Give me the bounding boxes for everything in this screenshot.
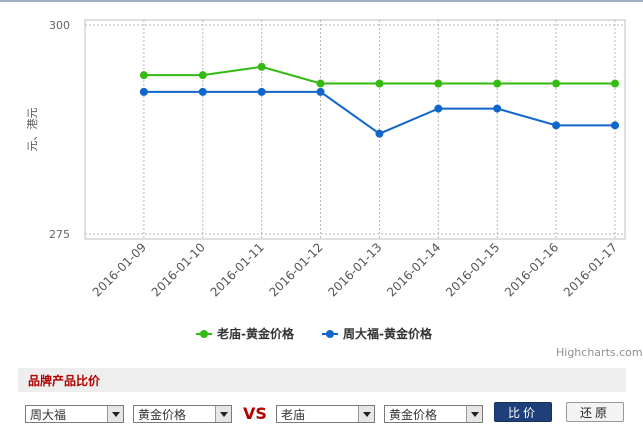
compare-button[interactable]: 比价 xyxy=(494,402,552,422)
product2-select-value: 黄金价格 xyxy=(389,408,438,422)
chevron-down-icon[interactable] xyxy=(466,406,482,422)
data-point xyxy=(139,87,148,96)
data-point xyxy=(611,79,619,88)
brand2-select[interactable]: 老庙 xyxy=(276,405,375,423)
y-tick-label: 275 xyxy=(49,228,70,241)
plot-area xyxy=(84,19,626,240)
data-point xyxy=(198,71,207,80)
chevron-down-icon[interactable] xyxy=(215,406,231,422)
brand1-select-value: 周大福 xyxy=(30,408,67,422)
data-point xyxy=(552,79,561,88)
legend-marker xyxy=(326,330,334,338)
data-point xyxy=(139,71,148,80)
data-point xyxy=(316,87,325,96)
legend-label: 周大福-黄金价格 xyxy=(343,326,433,341)
data-point xyxy=(434,104,443,113)
product1-select-value: 黄金价格 xyxy=(138,408,187,422)
brand2-select-value: 老庙 xyxy=(281,408,306,422)
x-tick-label: 2016-01-12 xyxy=(266,240,325,299)
x-tick-label: 2016-01-11 xyxy=(208,240,267,299)
y-tick-label: 300 xyxy=(49,19,70,32)
vs-label: VS xyxy=(243,404,267,423)
legend-marker xyxy=(200,330,208,338)
brand1-select[interactable]: 周大福 xyxy=(25,405,124,423)
legend-label: 老庙-黄金价格 xyxy=(217,326,295,341)
data-point xyxy=(316,79,325,88)
price-line-chart: 300 275 元、港元 2016-01-09 2016-01-10 2016-01-11… xyxy=(26,19,626,341)
data-point xyxy=(375,79,384,88)
product1-select[interactable]: 黄金价格 xyxy=(133,405,232,423)
product2-select[interactable]: 黄金价格 xyxy=(384,405,483,423)
data-point xyxy=(552,121,561,130)
compare-section-title: 品牌产品比价 xyxy=(28,374,101,388)
x-tick-label: 2016-01-15 xyxy=(443,240,502,299)
chevron-down-icon[interactable] xyxy=(358,406,374,422)
y-axis-title: 元、港元 xyxy=(26,108,39,152)
x-tick-label: 2016-01-10 xyxy=(149,240,208,299)
x-tick-label: 2016-01-16 xyxy=(502,240,561,299)
data-point xyxy=(257,62,266,71)
data-point xyxy=(198,87,207,96)
reset-button[interactable]: 还原 xyxy=(566,402,624,422)
data-point xyxy=(611,121,619,130)
data-point xyxy=(375,129,384,138)
x-tick-label: 2016-01-17 xyxy=(561,240,620,299)
data-point xyxy=(493,104,502,113)
x-tick-label: 2016-01-13 xyxy=(325,240,384,299)
x-tick-label: 2016-01-14 xyxy=(384,240,443,299)
compare-section-header: 品牌产品比价 xyxy=(18,368,626,392)
top-border xyxy=(0,0,643,2)
chart-credit[interactable]: Highcharts.com xyxy=(556,346,643,359)
x-tick-label: 2016-01-09 xyxy=(90,240,149,299)
data-point xyxy=(257,87,266,96)
data-point xyxy=(493,79,502,88)
chevron-down-icon[interactable] xyxy=(107,406,123,422)
data-point xyxy=(434,79,443,88)
